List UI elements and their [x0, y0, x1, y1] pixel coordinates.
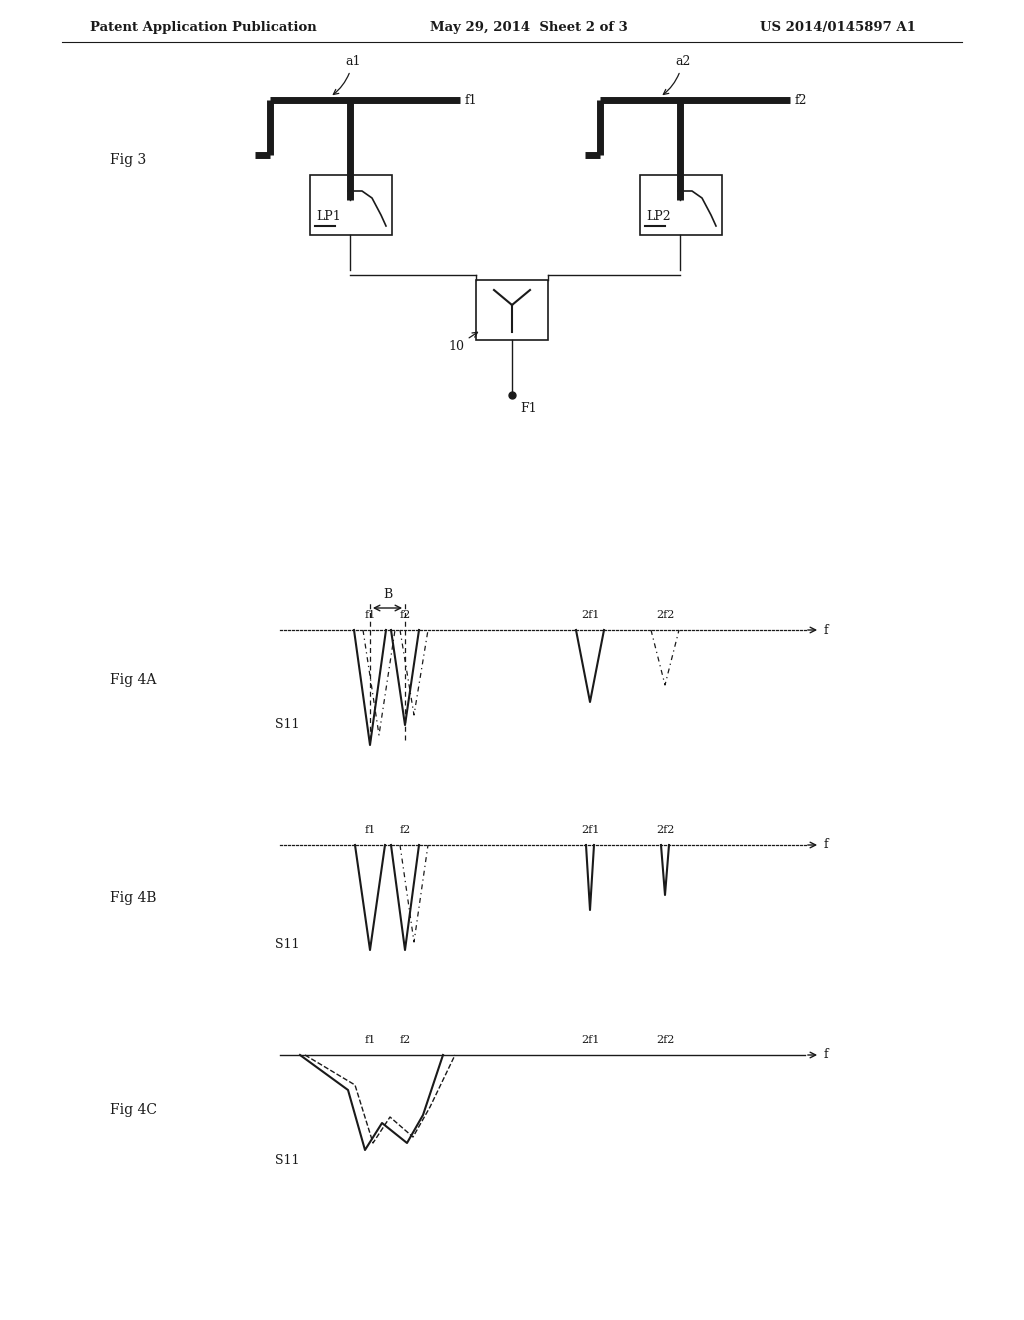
Text: 2f1: 2f1 — [581, 825, 599, 836]
Text: f2: f2 — [399, 610, 411, 620]
Text: f2: f2 — [399, 825, 411, 836]
Text: a2: a2 — [664, 55, 690, 95]
Text: 2f1: 2f1 — [581, 1035, 599, 1045]
Text: f1: f1 — [465, 94, 477, 107]
Text: f1: f1 — [365, 610, 376, 620]
Text: Fig 4B: Fig 4B — [110, 891, 157, 906]
Text: 2f2: 2f2 — [655, 610, 674, 620]
Text: f1: f1 — [365, 825, 376, 836]
Bar — [310, 176, 392, 235]
Text: Patent Application Publication: Patent Application Publication — [90, 21, 316, 33]
Text: May 29, 2014  Sheet 2 of 3: May 29, 2014 Sheet 2 of 3 — [430, 21, 628, 33]
Text: f: f — [824, 623, 828, 636]
Text: US 2014/0145897 A1: US 2014/0145897 A1 — [760, 21, 915, 33]
Text: Fig 4A: Fig 4A — [110, 673, 157, 686]
Bar — [476, 280, 548, 341]
Text: Fig 4C: Fig 4C — [110, 1104, 157, 1117]
Text: S11: S11 — [275, 1154, 299, 1167]
Bar — [640, 176, 722, 235]
Text: a1: a1 — [334, 55, 360, 95]
Text: LP2: LP2 — [646, 210, 671, 223]
Text: 2f2: 2f2 — [655, 825, 674, 836]
Text: 2f1: 2f1 — [581, 610, 599, 620]
Text: f1: f1 — [365, 1035, 376, 1045]
Text: 2f2: 2f2 — [655, 1035, 674, 1045]
Text: Fig 3: Fig 3 — [110, 153, 146, 168]
Text: LP1: LP1 — [316, 210, 341, 223]
Text: 10: 10 — [449, 333, 477, 352]
Text: f2: f2 — [399, 1035, 411, 1045]
Text: F1: F1 — [520, 401, 537, 414]
Text: S11: S11 — [275, 939, 299, 952]
Text: f2: f2 — [795, 94, 808, 107]
Text: f: f — [824, 1048, 828, 1061]
Text: S11: S11 — [275, 718, 299, 731]
Text: B: B — [383, 587, 392, 601]
Text: f: f — [824, 838, 828, 851]
